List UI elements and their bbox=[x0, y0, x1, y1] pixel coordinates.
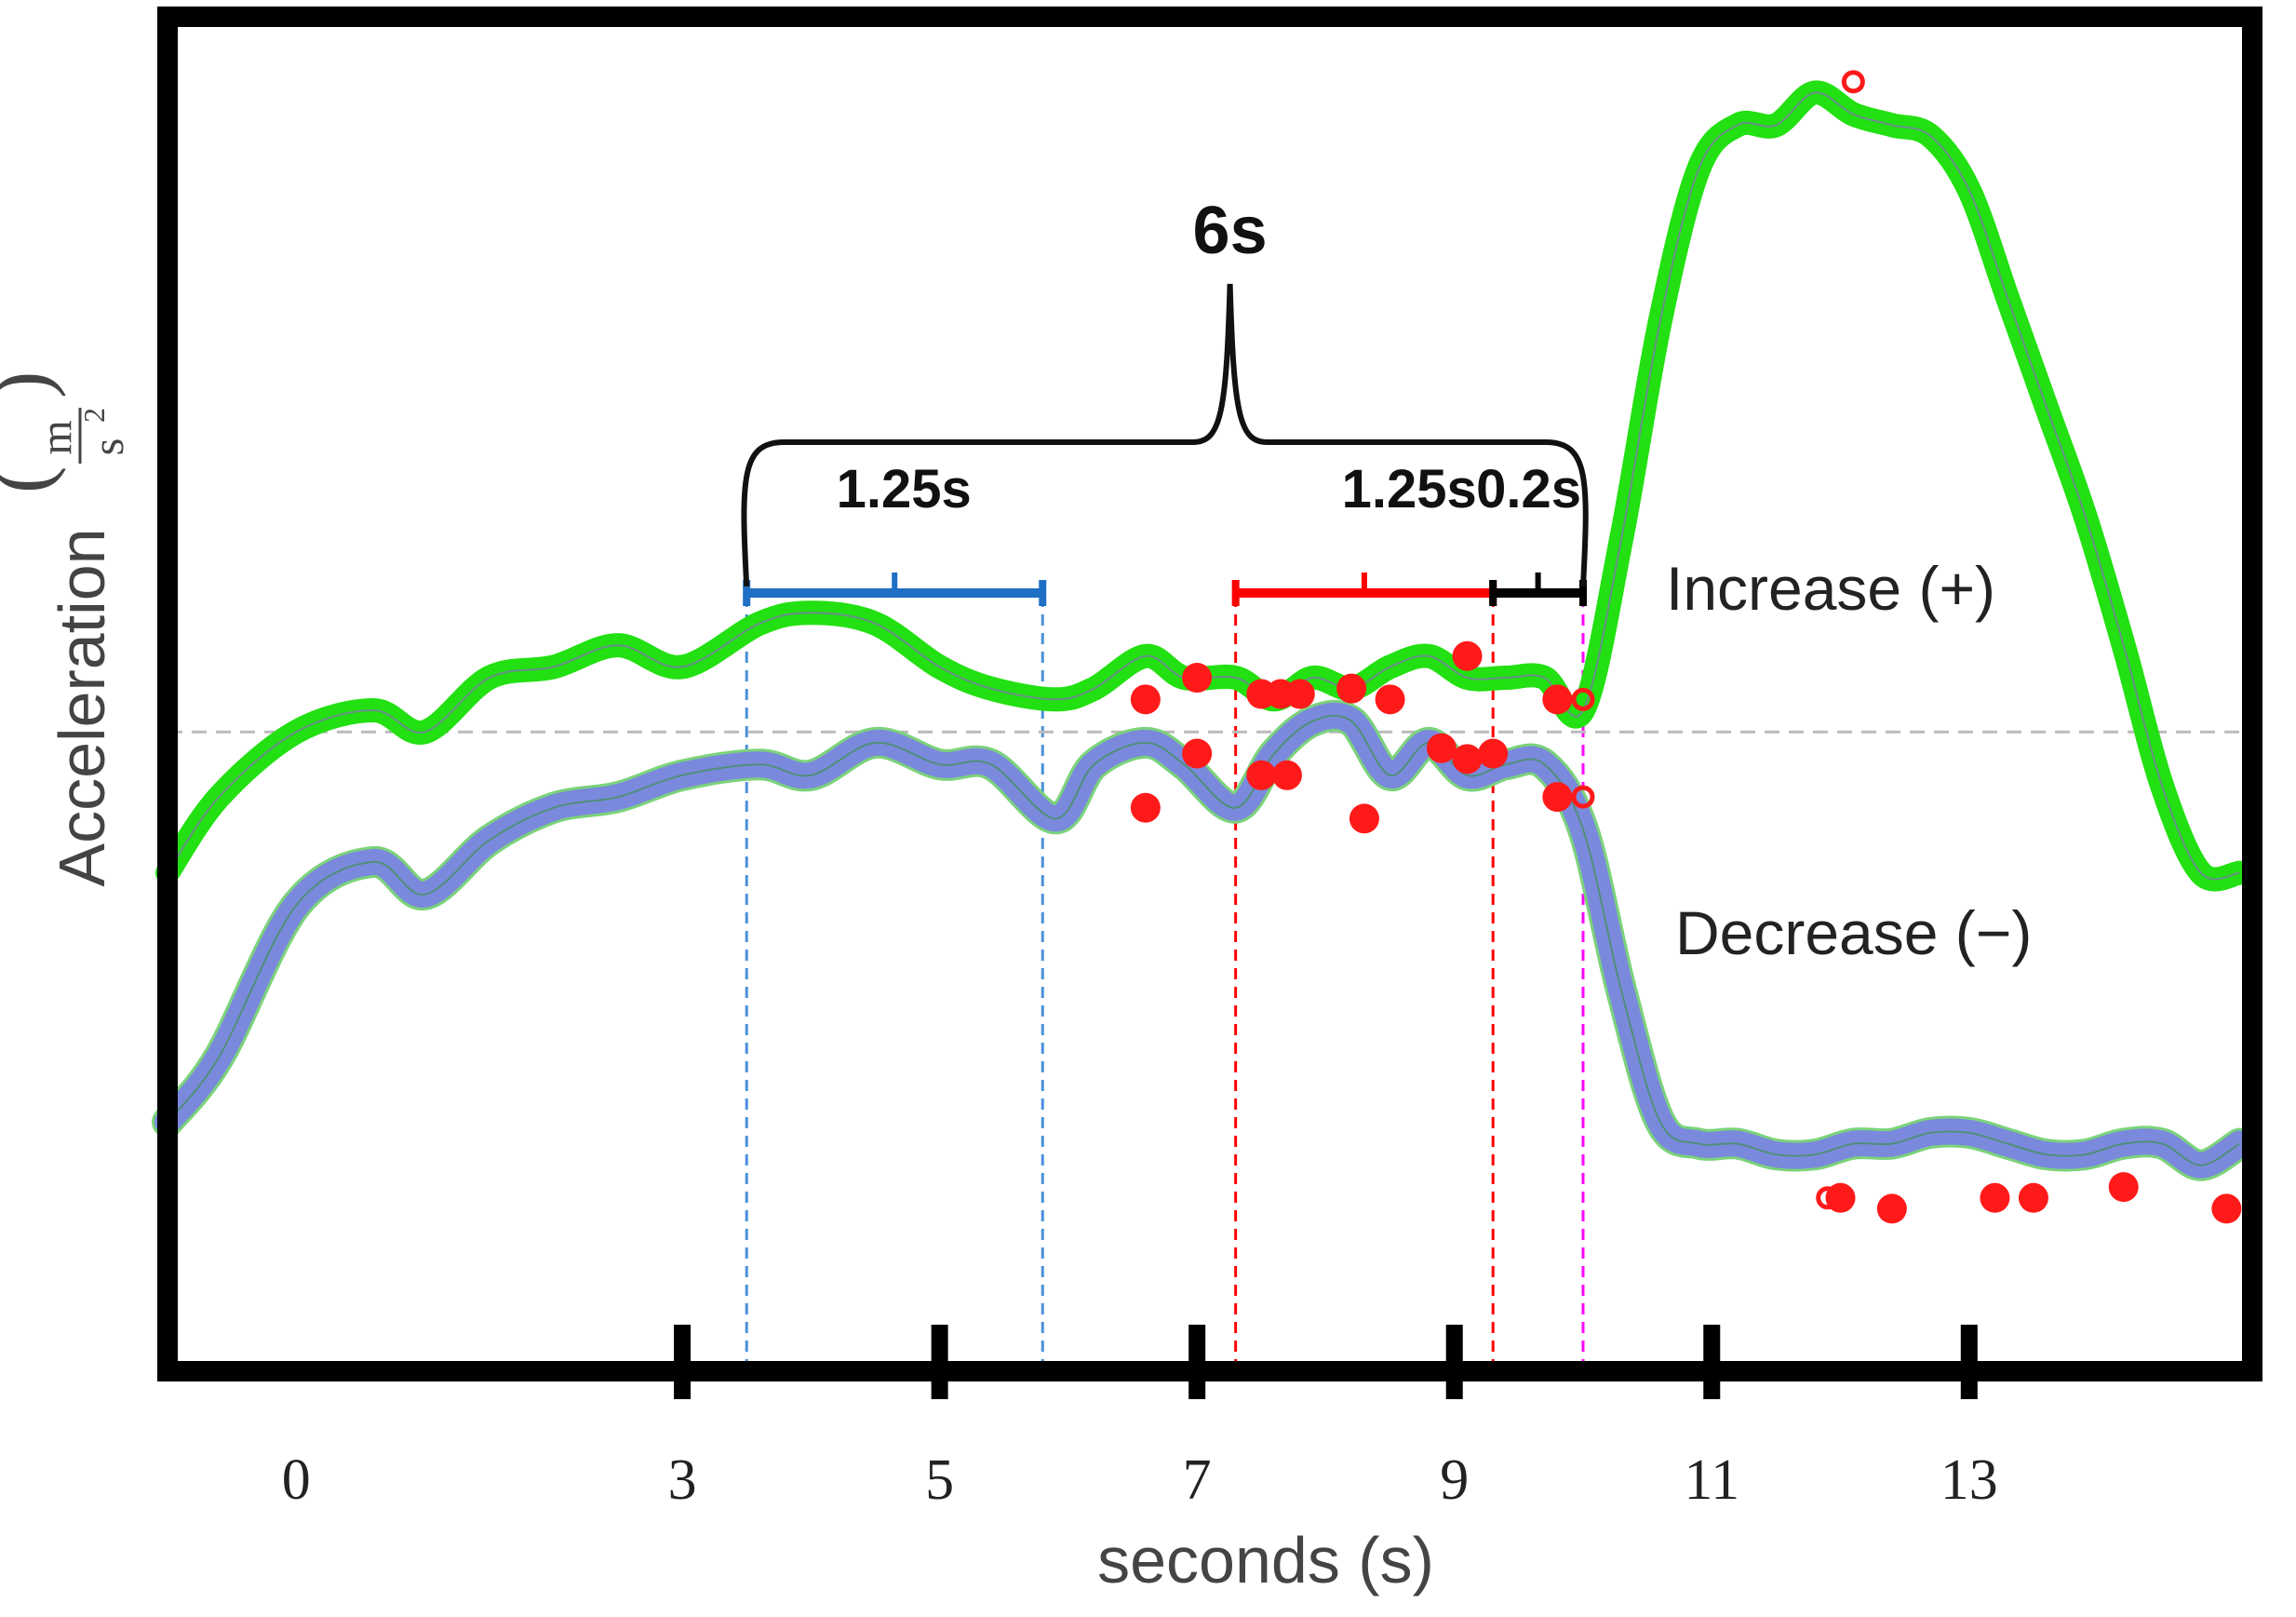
x-tick-mark-5 bbox=[1703, 1325, 1721, 1399]
total-bracket-curve bbox=[741, 283, 1589, 587]
series-line-increase-core bbox=[167, 91, 2240, 881]
x-tick-label-1: 3 bbox=[668, 1449, 697, 1512]
x-tick-label-2: 5 bbox=[925, 1449, 954, 1512]
series-label-increase: Increase (+) bbox=[1666, 554, 1995, 623]
x-tick-mark-3 bbox=[1188, 1325, 1206, 1399]
marker-decrease-6 bbox=[1452, 744, 1483, 775]
y-axis-unit-exponent: 2 bbox=[77, 408, 111, 423]
marker-decrease-4 bbox=[1349, 803, 1379, 834]
y-axis-unit-paren-left: ( bbox=[0, 466, 67, 493]
x-tick-label-5: 11 bbox=[1684, 1449, 1739, 1512]
marker-decrease-10 bbox=[1876, 1193, 1907, 1224]
total-bracket-label: 6s bbox=[1193, 194, 1268, 268]
y-axis-title: Acceleration ( m s 2 ) bbox=[0, 371, 133, 887]
guide-lines bbox=[745, 596, 1585, 1362]
marker-decrease-2 bbox=[1246, 760, 1277, 790]
marker-decrease-11 bbox=[1980, 1182, 2010, 1213]
x-tick-mark-2 bbox=[931, 1325, 948, 1399]
interval-label-2: 0.2s bbox=[1476, 459, 1581, 519]
x-tick-label-3: 7 bbox=[1183, 1449, 1212, 1512]
plot-frame bbox=[157, 7, 2262, 1381]
marker-increase-6 bbox=[1375, 684, 1405, 715]
marker-increase-1 bbox=[1182, 663, 1213, 694]
marker-decrease-0 bbox=[1130, 792, 1161, 823]
hollow-marker-decrease-0 bbox=[1571, 785, 1595, 809]
series-line-decrease-core bbox=[167, 714, 2240, 1166]
hollow-marker-decrease-1 bbox=[1816, 1186, 1840, 1210]
marker-increase-5 bbox=[1336, 673, 1367, 704]
x-tick-mark-4 bbox=[1445, 1325, 1463, 1399]
marker-decrease-7 bbox=[1478, 738, 1509, 769]
x-tick-mark-6 bbox=[1960, 1325, 1978, 1399]
marker-increase-4 bbox=[1284, 679, 1315, 709]
x-tick-label-6: 13 bbox=[1940, 1449, 1998, 1512]
y-axis-unit-numerator: m bbox=[32, 420, 81, 454]
marker-decrease-5 bbox=[1426, 733, 1457, 763]
marker-decrease-13 bbox=[2108, 1172, 2139, 1203]
x-axis-ticks: 0 3 5 7 9 11 13 bbox=[282, 1325, 1998, 1512]
marker-increase-0 bbox=[1130, 684, 1161, 715]
y-axis-title-text: Acceleration bbox=[46, 528, 118, 886]
total-bracket: 6s bbox=[741, 194, 1589, 587]
series-label-decrease: Decrease (−) bbox=[1675, 898, 2032, 967]
marker-decrease-14 bbox=[2211, 1193, 2242, 1224]
x-tick-mark-1 bbox=[674, 1325, 691, 1399]
hollow-marker-increase-0 bbox=[1571, 687, 1595, 711]
series-markers bbox=[1130, 70, 2242, 1224]
x-axis-title: seconds (s) bbox=[1097, 1524, 1434, 1597]
marker-decrease-3 bbox=[1271, 760, 1302, 790]
y-axis-unit-paren-right: ) bbox=[0, 371, 67, 398]
marker-increase-8 bbox=[1542, 684, 1573, 715]
hollow-marker-increase-1 bbox=[1841, 70, 1865, 94]
y-axis-unit-denominator: s bbox=[84, 438, 133, 456]
x-tick-label-0: 0 bbox=[282, 1449, 311, 1512]
marker-increase-7 bbox=[1452, 640, 1483, 671]
marker-decrease-12 bbox=[2018, 1182, 2048, 1213]
x-tick-label-4: 9 bbox=[1440, 1449, 1469, 1512]
series-lines bbox=[152, 80, 2256, 1181]
interval-brackets: 1.25s 1.25s 0.2s bbox=[743, 459, 1587, 606]
marker-decrease-8 bbox=[1542, 782, 1573, 813]
interval-label-1: 1.25s bbox=[1342, 459, 1477, 519]
marker-decrease-1 bbox=[1182, 738, 1213, 769]
interval-label-0: 1.25s bbox=[837, 459, 972, 519]
